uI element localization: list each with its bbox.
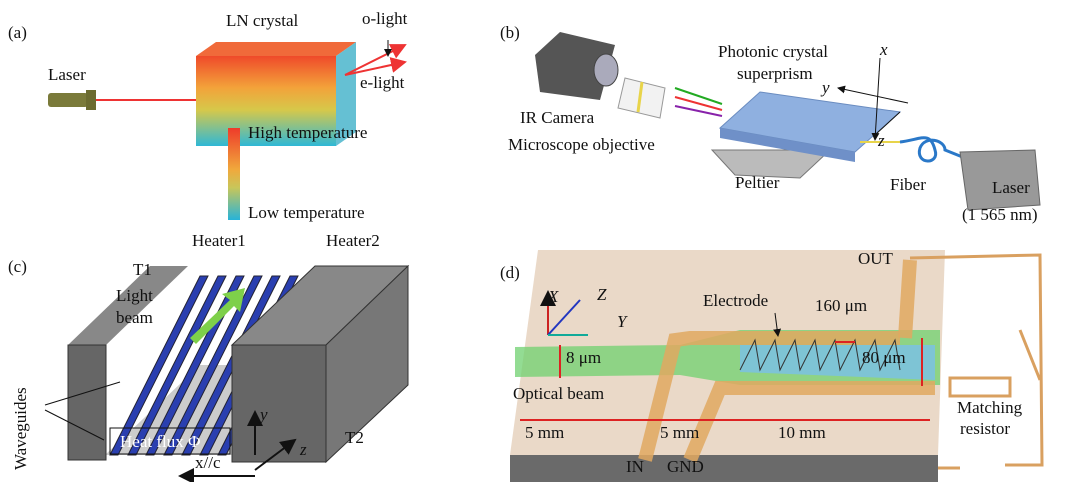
label: Heater2 xyxy=(326,231,380,250)
label: Electrode xyxy=(703,291,768,310)
crystal-top xyxy=(196,42,356,56)
label: IR Camera xyxy=(520,108,595,127)
label: z xyxy=(299,440,307,459)
fiber xyxy=(900,138,965,161)
label: Photonic crystal xyxy=(718,42,828,61)
label: 80 μm xyxy=(862,348,906,367)
label: IN xyxy=(626,457,644,476)
label: 5 mm xyxy=(660,423,699,442)
label: Matching xyxy=(957,398,1023,417)
panel-label: (d) xyxy=(500,263,520,282)
panel-label: (c) xyxy=(8,257,27,276)
heater1-top xyxy=(68,266,188,345)
label: Heater1 xyxy=(192,231,246,250)
label: x xyxy=(879,40,888,59)
heater2 xyxy=(232,345,326,462)
label: o-light xyxy=(362,9,408,28)
label: OUT xyxy=(858,249,894,268)
panel-label: (b) xyxy=(500,23,520,42)
label: superprism xyxy=(737,64,813,83)
label: beam xyxy=(116,308,153,327)
camera-lens xyxy=(594,54,618,86)
label: 10 mm xyxy=(778,423,826,442)
chip-edge xyxy=(510,455,938,482)
heater1 xyxy=(68,345,106,460)
label: Y xyxy=(617,312,628,331)
resistor xyxy=(950,378,1010,396)
axis xyxy=(838,88,908,103)
label: z xyxy=(877,131,885,150)
panel-c: (c) Heater1 Heater2 T1 Light beam Wavegu… xyxy=(8,231,408,476)
label: Optical beam xyxy=(513,384,604,403)
color-bar xyxy=(228,128,240,220)
panel-b: (b) IR Camera Microscope objective Photo… xyxy=(500,23,1040,224)
label: Peltier xyxy=(735,173,780,192)
figure: (a) Laser LN crystal o-light e-light Hig… xyxy=(0,0,1065,482)
label: resistor xyxy=(960,419,1010,438)
label: LN crystal xyxy=(226,11,299,30)
laser-icon xyxy=(48,93,88,107)
electrode xyxy=(905,260,910,338)
panel-a: (a) Laser LN crystal o-light e-light Hig… xyxy=(8,9,408,222)
label: GND xyxy=(667,457,704,476)
label: 8 μm xyxy=(566,348,601,367)
label: T2 xyxy=(345,428,364,447)
label: Light xyxy=(116,286,153,305)
beam xyxy=(675,88,722,104)
label: e-light xyxy=(360,73,405,92)
label: 160 μm xyxy=(815,296,867,315)
label: X xyxy=(547,287,559,306)
label: Heat flux Φ xyxy=(120,432,200,451)
label: y xyxy=(258,405,268,424)
laser-head xyxy=(86,90,96,110)
label: 5 mm xyxy=(525,423,564,442)
label: x//c xyxy=(195,453,221,472)
label: Fiber xyxy=(890,175,926,194)
label: Laser xyxy=(48,65,86,84)
label: High temperature xyxy=(248,123,367,142)
label: T1 xyxy=(133,260,152,279)
label: Low temperature xyxy=(248,203,365,222)
label: Waveguides xyxy=(11,387,30,470)
panel-label: (a) xyxy=(8,23,27,42)
label: (1 565 nm) xyxy=(962,205,1038,224)
panel-d: (d) OUT X Z Y Electrode 160 μm 8 μm 80 μ… xyxy=(500,249,1042,482)
label: Laser xyxy=(992,178,1030,197)
label: y xyxy=(820,78,830,97)
label: Z xyxy=(597,285,607,304)
label: Microscope objective xyxy=(508,135,655,154)
